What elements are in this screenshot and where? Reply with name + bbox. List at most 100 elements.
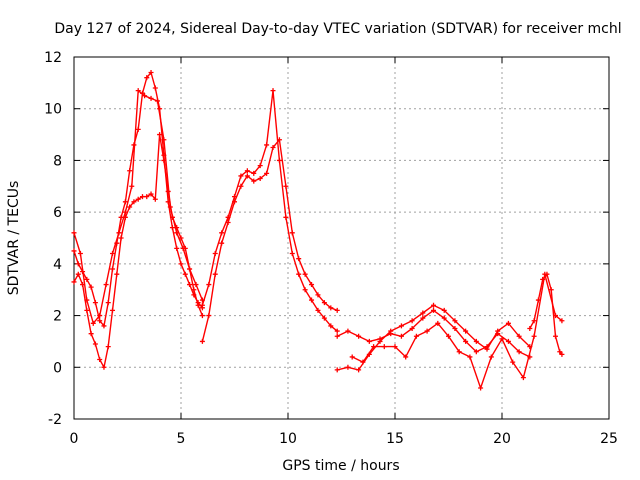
data-point xyxy=(559,318,565,324)
data-point xyxy=(516,349,522,355)
data-point xyxy=(302,287,308,293)
data-point xyxy=(199,302,205,308)
data-point xyxy=(84,276,90,282)
data-point xyxy=(557,349,563,355)
data-point xyxy=(366,338,372,344)
data-point xyxy=(75,261,81,267)
series-line xyxy=(529,273,563,355)
data-point xyxy=(97,318,103,324)
data-point xyxy=(540,276,546,282)
data-point xyxy=(431,307,437,313)
y-tick-label: 4 xyxy=(53,257,62,273)
series-track-i xyxy=(527,271,565,357)
data-point xyxy=(169,225,175,231)
data-point xyxy=(129,183,135,189)
data-point xyxy=(71,248,77,254)
data-point xyxy=(356,333,362,339)
data-point xyxy=(516,333,522,339)
data-point xyxy=(105,300,111,306)
data-point xyxy=(244,168,250,174)
y-tick-label: 0 xyxy=(53,360,62,376)
y-tick-label: 8 xyxy=(53,153,62,169)
tick-layer: 0 5 10 15 20 25 -2 0 2 4 6 8 10 12 xyxy=(44,50,618,447)
data-point xyxy=(127,168,133,174)
data-point xyxy=(71,230,77,236)
data-point xyxy=(435,320,441,326)
data-point xyxy=(152,85,158,91)
data-point xyxy=(103,282,109,288)
data-point xyxy=(225,214,231,220)
data-point xyxy=(356,367,362,373)
data-point xyxy=(127,204,133,210)
data-point xyxy=(531,318,537,324)
data-point xyxy=(473,338,479,344)
data-point xyxy=(148,95,154,101)
data-point xyxy=(377,338,383,344)
data-point xyxy=(206,282,212,288)
series-track-h xyxy=(349,271,565,391)
data-point xyxy=(289,251,295,257)
data-point xyxy=(328,305,334,311)
data-point xyxy=(90,320,96,326)
x-tick-label: 10 xyxy=(279,431,297,447)
data-point xyxy=(110,266,116,272)
data-point xyxy=(182,271,188,277)
data-point xyxy=(371,344,377,350)
data-point xyxy=(92,300,98,306)
data-point xyxy=(152,196,158,202)
data-point xyxy=(212,251,218,257)
x-tick-label: 5 xyxy=(177,431,186,447)
data-point xyxy=(452,318,458,324)
data-point xyxy=(161,137,167,143)
data-point xyxy=(441,315,447,321)
y-axis-label: SDTVAR / TECUs xyxy=(6,181,22,296)
data-point xyxy=(360,359,366,365)
data-point xyxy=(101,364,107,370)
data-point xyxy=(484,346,490,352)
data-point xyxy=(544,271,550,277)
data-point xyxy=(309,282,315,288)
x-tick-label: 25 xyxy=(600,431,618,447)
data-point xyxy=(187,266,193,272)
data-point xyxy=(122,199,128,205)
series-track-e xyxy=(199,88,340,334)
data-point xyxy=(315,307,321,313)
data-point xyxy=(187,282,193,288)
data-point xyxy=(345,364,351,370)
data-point xyxy=(413,333,419,339)
y-tick-label: 12 xyxy=(44,50,62,66)
data-point xyxy=(167,204,173,210)
data-point xyxy=(251,178,257,184)
x-tick-label: 0 xyxy=(70,431,79,447)
data-point xyxy=(334,367,340,373)
x-tick-label: 20 xyxy=(493,431,511,447)
data-point xyxy=(398,323,404,329)
data-point xyxy=(520,375,526,381)
series-track-d xyxy=(199,137,340,344)
data-point xyxy=(270,88,276,94)
data-point xyxy=(505,320,511,326)
data-point xyxy=(345,328,351,334)
data-point xyxy=(321,300,327,306)
data-point xyxy=(321,315,327,321)
data-point xyxy=(135,196,141,202)
data-point xyxy=(409,318,415,324)
data-point xyxy=(238,183,244,189)
series-track-c xyxy=(71,88,205,326)
data-point xyxy=(452,326,458,331)
data-point xyxy=(88,284,94,290)
data-point xyxy=(463,328,469,334)
data-point xyxy=(178,261,184,267)
data-point xyxy=(264,142,270,148)
series-line xyxy=(337,304,531,371)
data-point xyxy=(388,328,394,334)
data-point xyxy=(193,282,199,288)
data-point xyxy=(191,287,197,293)
data-point xyxy=(505,338,511,344)
data-point xyxy=(559,351,565,357)
data-point xyxy=(122,209,128,215)
series-line xyxy=(201,138,338,342)
data-point xyxy=(495,328,501,334)
data-point xyxy=(84,307,90,313)
data-point xyxy=(334,307,340,313)
